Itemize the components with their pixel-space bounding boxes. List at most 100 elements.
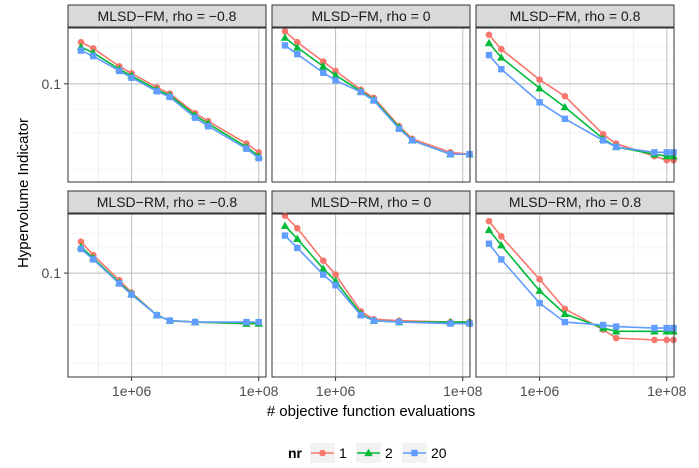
facet-strip-label: MLSD−RM, rho = 0.8 (509, 194, 641, 210)
data-point (281, 27, 289, 35)
data-point (561, 92, 569, 100)
x-tick-label: 1e+06 (316, 383, 356, 399)
data-point (280, 221, 290, 229)
data-point (535, 84, 544, 92)
data-point (395, 125, 403, 132)
data-point (447, 151, 454, 158)
data-point (281, 42, 289, 49)
x-tick-label: 1e+08 (239, 383, 279, 399)
legend-key-marker (319, 449, 326, 457)
data-point (332, 271, 339, 278)
legend-key-marker (411, 449, 418, 457)
data-point (191, 318, 199, 326)
data-point (599, 321, 607, 329)
data-point (485, 217, 493, 225)
data-point (612, 334, 620, 342)
data-point (662, 151, 671, 160)
facet-strip (271, 4, 471, 28)
data-point (243, 145, 250, 152)
facet-strip-label: MLSD−FM, rho = −0.8 (98, 8, 237, 24)
data-point (128, 291, 135, 298)
data-point (651, 324, 658, 332)
data-point (255, 154, 262, 162)
x-tick-label: 1e+08 (443, 383, 483, 399)
data-point (320, 69, 327, 76)
facet-strip (475, 190, 675, 214)
facet-strip (67, 190, 267, 214)
data-point (331, 70, 340, 79)
data-point (281, 212, 289, 220)
data-point (166, 93, 174, 101)
data-point (561, 318, 569, 326)
data-point (497, 241, 506, 249)
data-point (294, 38, 301, 46)
data-point (90, 256, 97, 263)
data-point (357, 312, 365, 319)
legend-label: 2 (385, 445, 393, 461)
data-point (77, 47, 85, 54)
data-point (294, 244, 301, 252)
data-point (485, 240, 493, 247)
legend-key-marker (364, 448, 373, 457)
facet-panel: MLSD−RM, rho = −0.8 0.1 1e+06 1e+08 (42, 190, 279, 399)
data-point (395, 318, 403, 326)
data-point (77, 245, 85, 253)
data-point (498, 256, 505, 263)
data-point (153, 88, 161, 95)
facet-strip-label: MLSD−RM, rho = 0 (311, 194, 432, 210)
data-point (485, 51, 493, 59)
panel-border (67, 27, 267, 183)
data-point (663, 324, 670, 332)
data-point (280, 33, 290, 41)
facet-panel: MLSD−RM, rho = 0.8 1e+06 1e+08 (475, 190, 687, 399)
data-point (319, 257, 327, 264)
plot-background (68, 214, 266, 377)
data-point (293, 234, 302, 242)
data-point (153, 312, 161, 319)
facet-strip-label: MLSD−RM, rho = −0.8 (97, 194, 238, 210)
data-point (663, 149, 670, 156)
data-point (651, 336, 658, 344)
data-point (535, 286, 544, 294)
facet-strip-label: MLSD−FM, rho = 0.8 (510, 8, 641, 24)
data-point (293, 43, 302, 51)
panel-border (271, 27, 471, 183)
plot-background (272, 214, 470, 377)
y-tick-label: 0.1 (42, 265, 62, 281)
data-point (116, 67, 123, 75)
facet-panel: MLSD−RM, rho = 0 1e+06 1e+08 (271, 190, 483, 399)
legend: nr 1 2 20 (288, 443, 447, 463)
facet-strip-label: MLSD−FM, rho = 0 (311, 8, 430, 24)
data-point (536, 99, 543, 106)
series-line (80, 49, 260, 159)
data-point (484, 38, 494, 47)
panel-border (475, 213, 675, 378)
series-line (80, 41, 260, 154)
series-line (284, 30, 470, 156)
data-point (408, 137, 416, 144)
facet-strip (271, 190, 471, 214)
data-point (255, 318, 262, 326)
data-point (612, 323, 620, 330)
data-point (561, 115, 569, 123)
data-point (319, 62, 328, 70)
data-point (294, 50, 301, 58)
series-line (284, 44, 470, 156)
data-point (191, 114, 199, 121)
facet-panels: MLSD−FM, rho = −0.8 0.1 MLSD−FM, rho = 0 ML… (42, 4, 687, 399)
facet-panel: MLSD−FM, rho = −0.8 0.1 (42, 4, 267, 183)
data-point (90, 52, 97, 60)
data-point (319, 58, 327, 65)
data-point (116, 280, 123, 287)
data-point (612, 143, 620, 151)
legend-label: 1 (339, 445, 347, 461)
x-tick-label: 1e+06 (520, 383, 560, 399)
data-point (332, 77, 339, 84)
plot-background (476, 28, 674, 182)
data-point (536, 299, 543, 307)
facet-strip (475, 4, 675, 28)
legend-title: nr (288, 445, 303, 461)
data-point (561, 305, 569, 313)
facet-panel: MLSD−FM, rho = 0 (271, 4, 474, 183)
